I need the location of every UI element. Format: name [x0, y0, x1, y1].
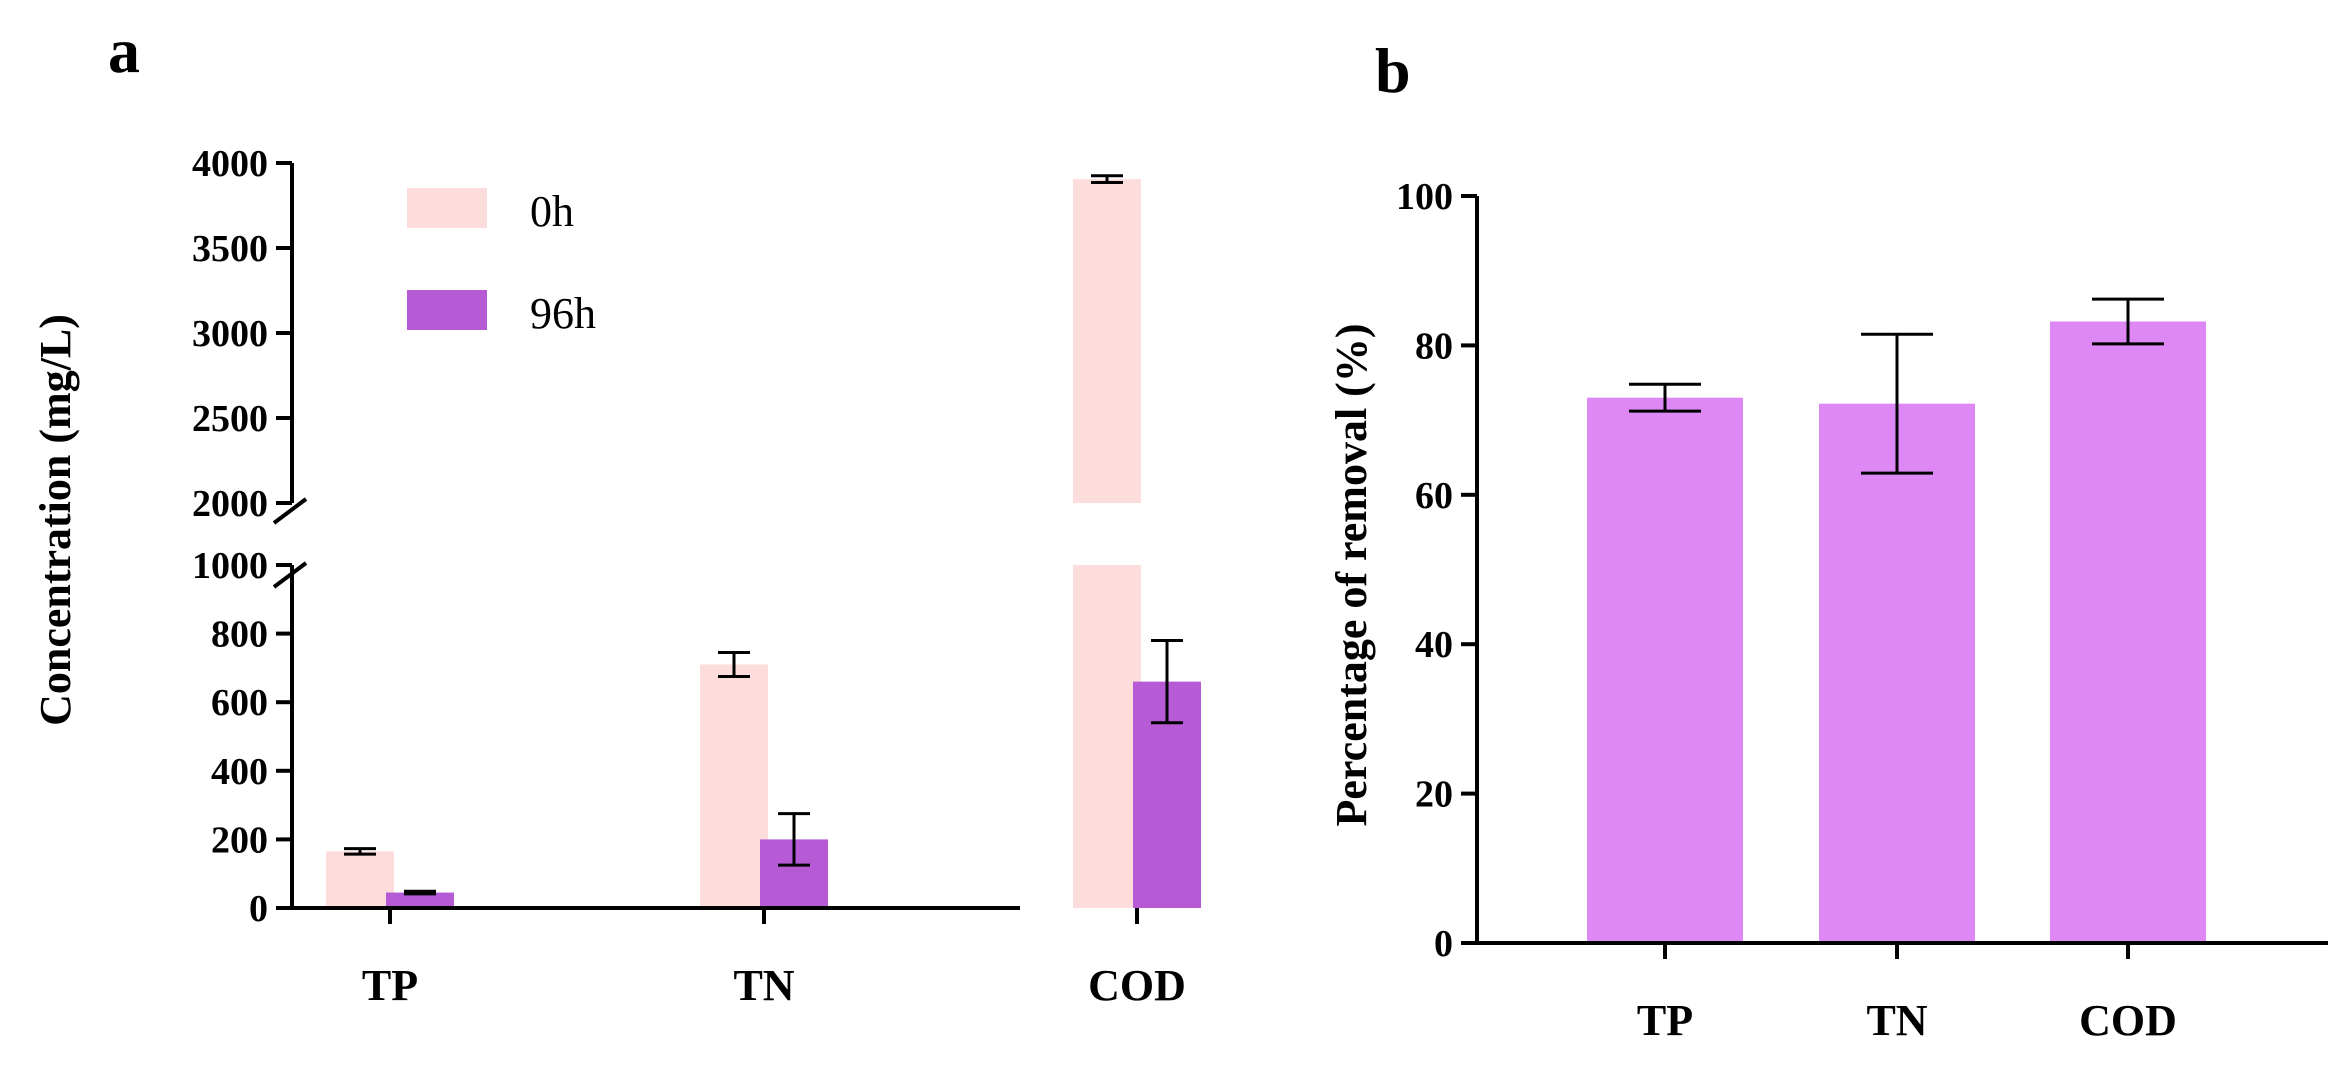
- panel-b-xtick-label-TP: TP: [1637, 996, 1693, 1045]
- panel-b-ytick-label-0: 0: [1434, 923, 1453, 965]
- panel-b-ytick-label-80: 80: [1415, 325, 1453, 367]
- bar-removal-TP: [1587, 397, 1743, 943]
- panel-a-axis-break-mark-lower: [272, 561, 308, 589]
- panel-a-xtick-label-TP: TP: [362, 961, 418, 1010]
- legend-swatch-0h: [407, 188, 487, 228]
- panel-a-letter: a: [108, 15, 140, 86]
- panel-b-ytick-label-60: 60: [1415, 475, 1453, 517]
- panel-a-ytick-label-3500: 3500: [192, 228, 268, 270]
- panel-a-ytick-label-0: 0: [249, 888, 268, 930]
- bar-96h-TP: [386, 892, 454, 908]
- bar-0h-TN: [700, 664, 768, 908]
- panel-a-ytick-label-2000: 2000: [192, 483, 268, 525]
- bar-removal-TN: [1819, 403, 1975, 943]
- panel-a-ytick-label-3000: 3000: [192, 313, 268, 355]
- panel-a-axis-break-mark-upper: [272, 497, 308, 525]
- panel-b-xtick-label-TN: TN: [1866, 996, 1927, 1045]
- panel-a-ytick-label-4000: 4000: [192, 143, 268, 185]
- bar-0h-TP: [326, 851, 394, 908]
- panel-a-ytick-label-2500: 2500: [192, 398, 268, 440]
- panel-b-ytick-label-20: 20: [1415, 774, 1453, 816]
- panel-a-ytick-label-1000: 1000: [192, 545, 268, 587]
- panel-a-ytick-label-800: 800: [211, 614, 268, 656]
- panel-b-xtick-label-COD: COD: [2079, 996, 2177, 1045]
- bar-0h-COD-lower: [1073, 565, 1141, 908]
- panel-b-ylabel: Percentage of removal (%): [1327, 324, 1376, 827]
- panel-a-ytick-label-600: 600: [211, 682, 268, 724]
- panel-b-ytick-label-40: 40: [1415, 624, 1453, 666]
- panel-b-plot: 0 20 40 60 80 100 TP TN COD: [1396, 176, 2328, 1045]
- bar-removal-COD: [2050, 321, 2206, 944]
- bar-0h-COD-upper: [1073, 179, 1141, 503]
- panel-a-legend: 0h 96h: [407, 187, 596, 338]
- legend-swatch-96h: [407, 290, 487, 330]
- panel-a-ytick-label-400: 400: [211, 751, 268, 793]
- legend-label-96h: 96h: [530, 289, 596, 338]
- panel-a-ytick-label-200: 200: [211, 819, 268, 861]
- panel-a-plot: 0 200 400 600 800 1000 2000 2500 3000 3500 4000 TP T…: [192, 143, 1201, 1010]
- panel-a-ylabel: Concentration (mg/L): [31, 314, 80, 726]
- legend-label-0h: 0h: [530, 187, 574, 236]
- panel-b-letter: b: [1375, 35, 1411, 106]
- panel-b-ytick-label-100: 100: [1396, 176, 1453, 218]
- panel-a-xtick-label-COD: COD: [1088, 961, 1186, 1010]
- panel-a-xtick-label-TN: TN: [733, 961, 794, 1010]
